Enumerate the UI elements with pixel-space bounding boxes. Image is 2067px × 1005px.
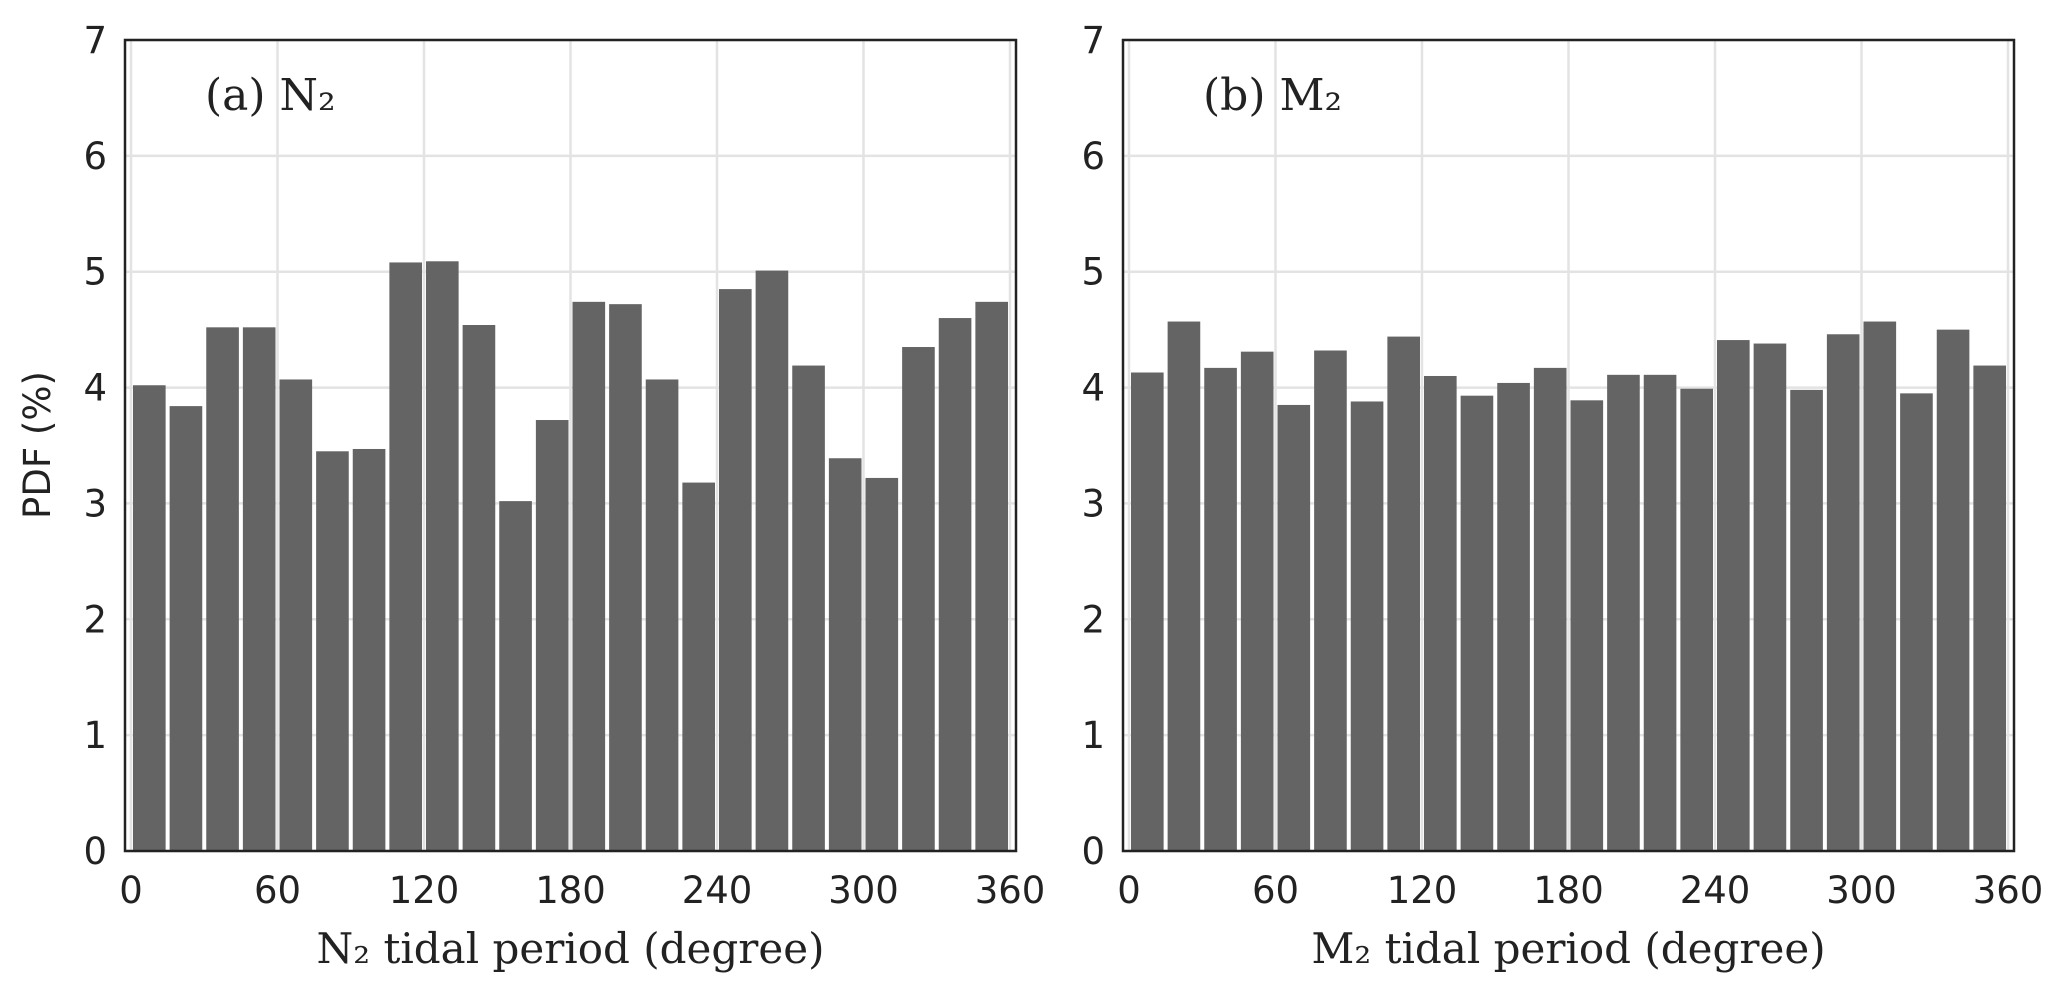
bar — [133, 385, 166, 851]
y-tick-label: 5 — [83, 251, 107, 294]
y-tick-label: 2 — [83, 598, 107, 641]
bar — [1387, 336, 1420, 851]
bar — [755, 270, 789, 851]
x-tick-label: 300 — [1826, 869, 1897, 912]
bar — [1973, 365, 2006, 851]
bar — [1533, 367, 1567, 851]
bar — [1424, 375, 1457, 851]
bar — [389, 262, 422, 852]
panel-a: 0 1 2 3 4 5 6 7 0 60 120 180 240 300 360 (a) N₂ N₂ tidal… — [83, 19, 1045, 973]
y-tick-label: 5 — [1081, 251, 1105, 294]
y-tick-label: 4 — [83, 367, 107, 410]
bar — [975, 301, 1008, 851]
bar — [792, 365, 825, 851]
bar — [828, 458, 862, 851]
x-tick-label: 0 — [1117, 869, 1141, 912]
bar — [1717, 340, 1750, 851]
x-tick-label: 120 — [389, 869, 460, 912]
y-tick-label: 3 — [1081, 482, 1105, 525]
bar — [1497, 382, 1530, 851]
y-tick-label: 7 — [1081, 19, 1105, 62]
bar — [169, 406, 203, 851]
axes-frame — [123, 38, 1018, 853]
bar — [645, 379, 679, 851]
bar — [1790, 389, 1823, 851]
bar — [1863, 321, 1897, 852]
bar — [1936, 329, 1970, 852]
bar — [1826, 334, 1860, 852]
bar — [682, 482, 715, 851]
y-tick-label: 2 — [1081, 598, 1105, 641]
x-axis-label: M₂ tidal period (degree) — [1311, 924, 1825, 973]
bar — [1350, 401, 1384, 851]
bar — [1753, 343, 1787, 851]
bar — [1314, 350, 1347, 851]
x-tick-label: 360 — [1973, 869, 2044, 912]
bar — [1277, 404, 1311, 851]
bar — [316, 451, 349, 851]
panel-b: 0 1 2 3 4 5 6 7 0 60 120 180 240 300 360 (b) M₂ M₂ tidal… — [1081, 19, 2043, 973]
bar — [352, 448, 386, 851]
x-tick-label: 180 — [535, 869, 606, 912]
y-tick-label: 1 — [83, 714, 107, 757]
bar — [609, 304, 642, 851]
y-tick-label: 7 — [83, 19, 107, 62]
bar — [1607, 374, 1640, 851]
bar — [1131, 372, 1164, 851]
x-tick-label: 0 — [119, 869, 143, 912]
bar — [1900, 393, 1933, 851]
x-tick-label: 180 — [1533, 869, 1604, 912]
y-tick-label: 0 — [1081, 830, 1105, 873]
bar — [242, 327, 276, 852]
bar — [462, 325, 496, 852]
y-tick-label: 4 — [1081, 367, 1105, 410]
x-tick-label: 360 — [975, 869, 1046, 912]
bar — [572, 301, 606, 851]
bar — [719, 289, 752, 851]
y-tick-label: 6 — [83, 135, 107, 178]
bar — [902, 347, 935, 851]
bar — [1240, 351, 1274, 851]
panel-label: (a) N₂ — [205, 70, 336, 121]
panel-label: (b) M₂ — [1203, 70, 1342, 121]
y-tick-label: 1 — [1081, 714, 1105, 757]
y-tick-label: 6 — [1081, 135, 1105, 178]
x-tick-label: 60 — [254, 869, 301, 912]
x-tick-label: 60 — [1252, 869, 1299, 912]
bar — [1680, 388, 1713, 851]
x-tick-label: 240 — [682, 869, 753, 912]
bar — [206, 327, 239, 852]
axes-frame — [1121, 38, 2016, 853]
x-tick-label: 240 — [1680, 869, 1751, 912]
y-axis-label: PDF (%) — [16, 371, 59, 519]
bar — [1643, 374, 1677, 851]
bar — [1460, 395, 1494, 851]
bar — [535, 420, 569, 851]
bar — [1167, 321, 1201, 852]
x-tick-label: 300 — [828, 869, 899, 912]
y-tick-label: 3 — [83, 482, 107, 525]
bar — [426, 261, 459, 852]
bar — [1204, 367, 1237, 851]
x-axis-label: N₂ tidal period (degree) — [317, 924, 825, 973]
bar — [499, 501, 532, 851]
bar — [938, 318, 972, 851]
y-tick-label: 0 — [83, 830, 107, 873]
bar — [865, 477, 899, 851]
x-tick-label: 120 — [1387, 869, 1458, 912]
bar — [279, 379, 313, 851]
bar — [1570, 400, 1604, 851]
